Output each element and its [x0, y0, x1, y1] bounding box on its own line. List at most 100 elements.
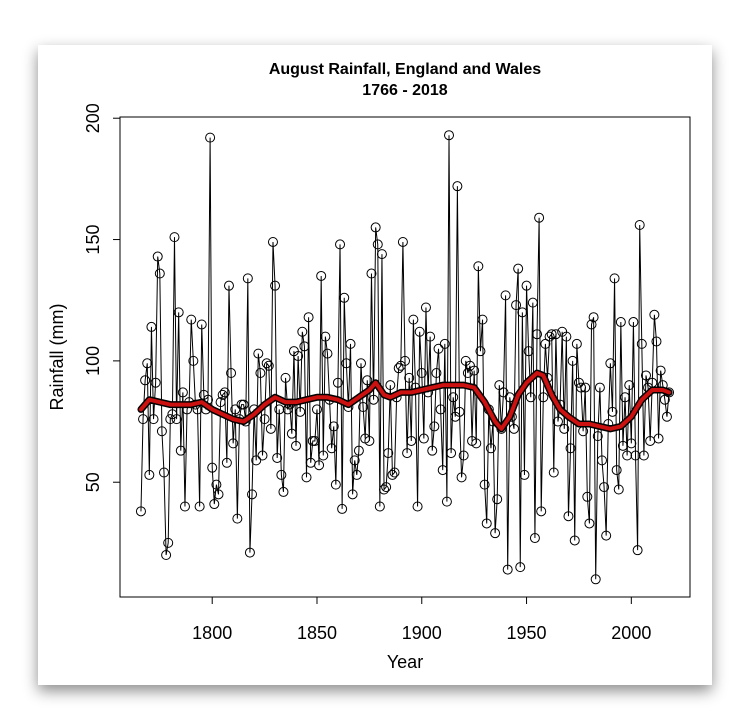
x-axis-label: Year — [387, 652, 423, 672]
data-point — [297, 326, 308, 337]
data-point — [347, 489, 358, 500]
data-point — [573, 377, 584, 388]
data-point — [303, 312, 314, 323]
data-point — [584, 518, 595, 529]
data-point — [427, 445, 438, 456]
data-point — [335, 239, 346, 250]
data-point — [257, 450, 268, 461]
data-point — [534, 212, 545, 223]
data-point — [322, 348, 333, 359]
y-tick-label: 150 — [83, 225, 103, 255]
data-point — [412, 501, 423, 512]
data-point — [655, 365, 666, 376]
data-point — [567, 355, 578, 366]
data-point — [177, 387, 188, 398]
data-point — [171, 414, 182, 425]
data-point — [420, 302, 431, 313]
data-point — [414, 326, 425, 337]
data-point — [471, 438, 482, 449]
data-point — [299, 341, 310, 352]
data-point — [517, 307, 528, 318]
data-point — [441, 496, 452, 507]
data-point — [607, 406, 618, 417]
data-point — [270, 280, 281, 291]
data-point — [217, 389, 228, 400]
data-point — [301, 472, 312, 483]
data-point — [640, 370, 651, 381]
data-point — [140, 375, 151, 386]
data-point — [431, 368, 442, 379]
data-point — [492, 494, 503, 505]
data-point — [538, 392, 549, 403]
data-point — [525, 392, 536, 403]
data-point — [433, 343, 444, 354]
data-point — [366, 268, 377, 279]
data-point — [152, 251, 163, 262]
data-point — [532, 329, 543, 340]
data-point — [397, 236, 408, 247]
data-point — [563, 511, 574, 522]
data-point — [376, 249, 387, 260]
x-tick-label: 1800 — [192, 623, 232, 643]
chart-title: August Rainfall, England and Wales — [269, 61, 541, 78]
data-point — [435, 404, 446, 415]
data-point — [609, 273, 620, 284]
data-point — [372, 239, 383, 250]
data-point — [613, 484, 624, 495]
data-point — [326, 443, 337, 454]
data-point — [244, 547, 255, 558]
data-point — [626, 438, 637, 449]
data-point — [345, 338, 356, 349]
data-point — [379, 484, 390, 495]
data-point — [601, 530, 612, 541]
data-point — [437, 465, 448, 476]
data-point — [494, 380, 505, 391]
data-point — [219, 387, 230, 398]
data-point — [205, 132, 216, 143]
data-point — [500, 290, 511, 301]
data-point — [173, 307, 184, 318]
data-point — [594, 382, 605, 393]
data-point — [485, 443, 496, 454]
data-point — [439, 338, 450, 349]
data-point — [454, 406, 465, 417]
data-point — [381, 482, 392, 493]
data-point — [142, 358, 153, 369]
data-point — [473, 261, 484, 272]
data-point — [247, 489, 258, 500]
data-point — [358, 401, 369, 412]
chart-subtitle: 1766 - 2018 — [362, 82, 448, 99]
data-point — [592, 431, 603, 442]
data-point — [540, 338, 551, 349]
data-point — [519, 469, 530, 480]
data-point — [330, 479, 341, 490]
data-point — [561, 331, 572, 342]
data-point — [661, 411, 672, 422]
data-point — [276, 469, 287, 480]
data-point — [272, 452, 283, 463]
data-point — [402, 448, 413, 459]
data-point — [498, 387, 509, 398]
data-point — [161, 550, 172, 561]
data-point — [150, 377, 161, 388]
data-point — [238, 399, 249, 410]
data-point — [582, 491, 593, 502]
data-point — [565, 443, 576, 454]
data-point — [550, 329, 561, 340]
data-point — [580, 382, 591, 393]
data-point — [383, 448, 394, 459]
data-point — [209, 499, 220, 510]
data-point — [159, 467, 170, 478]
data-point — [571, 338, 582, 349]
data-point — [630, 450, 641, 461]
data-point — [374, 501, 385, 512]
data-point — [223, 280, 234, 291]
data-point — [385, 380, 396, 391]
data-point — [651, 336, 662, 347]
data-point — [135, 506, 146, 517]
data-point — [311, 404, 322, 415]
data-point — [280, 372, 291, 383]
data-point — [226, 368, 237, 379]
data-point — [605, 358, 616, 369]
